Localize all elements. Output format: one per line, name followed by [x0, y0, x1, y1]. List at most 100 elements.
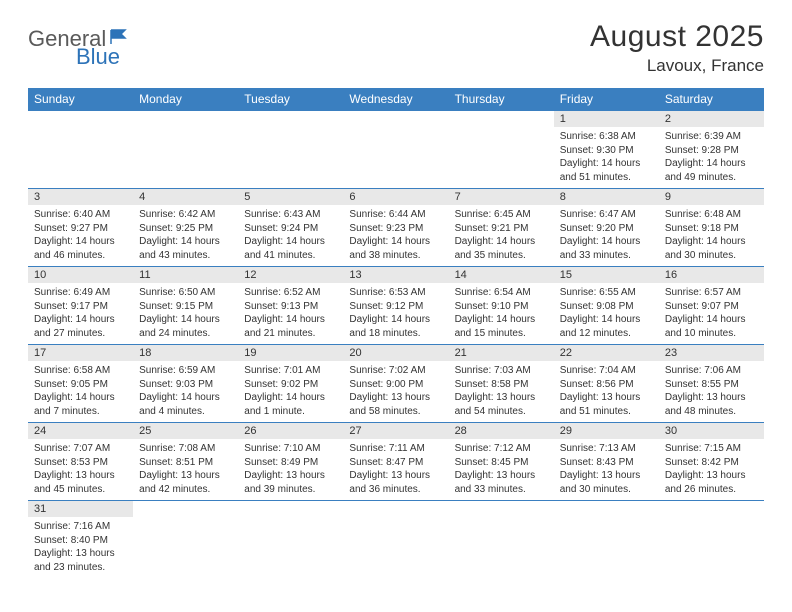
day-content-cell: Sunrise: 7:11 AMSunset: 8:47 PMDaylight:…: [343, 439, 448, 501]
day-content-cell: Sunrise: 6:57 AMSunset: 9:07 PMDaylight:…: [659, 283, 764, 345]
day-content-cell: Sunrise: 6:52 AMSunset: 9:13 PMDaylight:…: [238, 283, 343, 345]
daylight-text: Daylight: 14 hours and 46 minutes.: [34, 235, 127, 262]
sunrise-text: Sunrise: 6:55 AM: [560, 286, 653, 300]
day-content-row: Sunrise: 6:49 AMSunset: 9:17 PMDaylight:…: [28, 283, 764, 345]
day-content-cell: [659, 517, 764, 578]
calendar-table: SundayMondayTuesdayWednesdayThursdayFrid…: [28, 88, 764, 578]
sunset-text: Sunset: 9:02 PM: [244, 378, 337, 392]
day-number-cell: [659, 501, 764, 518]
daylight-text: Daylight: 14 hours and 7 minutes.: [34, 391, 127, 418]
sunrise-text: Sunrise: 6:54 AM: [455, 286, 548, 300]
day-content-cell: Sunrise: 7:01 AMSunset: 9:02 PMDaylight:…: [238, 361, 343, 423]
weekday-header: Saturday: [659, 88, 764, 111]
sunrise-text: Sunrise: 7:11 AM: [349, 442, 442, 456]
sunrise-text: Sunrise: 6:50 AM: [139, 286, 232, 300]
sunset-text: Sunset: 8:43 PM: [560, 456, 653, 470]
day-content-cell: Sunrise: 6:54 AMSunset: 9:10 PMDaylight:…: [449, 283, 554, 345]
daylight-text: Daylight: 13 hours and 23 minutes.: [34, 547, 127, 574]
sunrise-text: Sunrise: 6:40 AM: [34, 208, 127, 222]
day-content-cell: Sunrise: 6:47 AMSunset: 9:20 PMDaylight:…: [554, 205, 659, 267]
sunset-text: Sunset: 8:55 PM: [665, 378, 758, 392]
sunrise-text: Sunrise: 6:43 AM: [244, 208, 337, 222]
sunrise-text: Sunrise: 7:12 AM: [455, 442, 548, 456]
sunset-text: Sunset: 9:18 PM: [665, 222, 758, 236]
sunset-text: Sunset: 9:08 PM: [560, 300, 653, 314]
day-number-cell: 26: [238, 423, 343, 440]
sunset-text: Sunset: 8:53 PM: [34, 456, 127, 470]
day-content-cell: Sunrise: 7:03 AMSunset: 8:58 PMDaylight:…: [449, 361, 554, 423]
day-number-cell: [133, 501, 238, 518]
day-number-cell: 5: [238, 189, 343, 206]
sunset-text: Sunset: 9:15 PM: [139, 300, 232, 314]
day-content-cell: Sunrise: 6:43 AMSunset: 9:24 PMDaylight:…: [238, 205, 343, 267]
day-number-cell: [238, 111, 343, 128]
day-number-cell: [238, 501, 343, 518]
sunrise-text: Sunrise: 7:01 AM: [244, 364, 337, 378]
daylight-text: Daylight: 14 hours and 21 minutes.: [244, 313, 337, 340]
day-content-cell: [449, 127, 554, 189]
weekday-header: Friday: [554, 88, 659, 111]
day-number-cell: 1: [554, 111, 659, 128]
sunset-text: Sunset: 9:25 PM: [139, 222, 232, 236]
daylight-text: Daylight: 14 hours and 1 minute.: [244, 391, 337, 418]
sunset-text: Sunset: 9:30 PM: [560, 144, 653, 158]
sunrise-text: Sunrise: 7:13 AM: [560, 442, 653, 456]
day-content-cell: [343, 517, 448, 578]
day-number-row: 10111213141516: [28, 267, 764, 284]
sunrise-text: Sunrise: 7:02 AM: [349, 364, 442, 378]
day-content-cell: Sunrise: 7:06 AMSunset: 8:55 PMDaylight:…: [659, 361, 764, 423]
sunrise-text: Sunrise: 7:03 AM: [455, 364, 548, 378]
day-content-cell: Sunrise: 6:45 AMSunset: 9:21 PMDaylight:…: [449, 205, 554, 267]
day-number-row: 17181920212223: [28, 345, 764, 362]
sunset-text: Sunset: 8:45 PM: [455, 456, 548, 470]
day-number-cell: [554, 501, 659, 518]
sunrise-text: Sunrise: 6:57 AM: [665, 286, 758, 300]
day-number-cell: [343, 501, 448, 518]
day-number-cell: [343, 111, 448, 128]
sunrise-text: Sunrise: 6:59 AM: [139, 364, 232, 378]
weekday-header: Sunday: [28, 88, 133, 111]
day-number-cell: 31: [28, 501, 133, 518]
day-content-cell: Sunrise: 6:49 AMSunset: 9:17 PMDaylight:…: [28, 283, 133, 345]
sunset-text: Sunset: 9:13 PM: [244, 300, 337, 314]
weekday-header: Monday: [133, 88, 238, 111]
day-content-cell: Sunrise: 6:53 AMSunset: 9:12 PMDaylight:…: [343, 283, 448, 345]
sunset-text: Sunset: 9:17 PM: [34, 300, 127, 314]
day-content-cell: Sunrise: 7:12 AMSunset: 8:45 PMDaylight:…: [449, 439, 554, 501]
sunset-text: Sunset: 8:51 PM: [139, 456, 232, 470]
weekday-header-row: SundayMondayTuesdayWednesdayThursdayFrid…: [28, 88, 764, 111]
day-number-row: 24252627282930: [28, 423, 764, 440]
sunrise-text: Sunrise: 7:08 AM: [139, 442, 232, 456]
day-number-cell: 22: [554, 345, 659, 362]
sunset-text: Sunset: 8:42 PM: [665, 456, 758, 470]
sunrise-text: Sunrise: 6:52 AM: [244, 286, 337, 300]
daylight-text: Daylight: 14 hours and 10 minutes.: [665, 313, 758, 340]
day-content-row: Sunrise: 6:58 AMSunset: 9:05 PMDaylight:…: [28, 361, 764, 423]
daylight-text: Daylight: 14 hours and 15 minutes.: [455, 313, 548, 340]
weekday-header: Wednesday: [343, 88, 448, 111]
day-content-cell: [449, 517, 554, 578]
sunrise-text: Sunrise: 6:38 AM: [560, 130, 653, 144]
sunrise-text: Sunrise: 6:48 AM: [665, 208, 758, 222]
sunset-text: Sunset: 8:56 PM: [560, 378, 653, 392]
day-content-cell: Sunrise: 6:55 AMSunset: 9:08 PMDaylight:…: [554, 283, 659, 345]
sunset-text: Sunset: 9:28 PM: [665, 144, 758, 158]
daylight-text: Daylight: 14 hours and 4 minutes.: [139, 391, 232, 418]
day-content-cell: Sunrise: 6:39 AMSunset: 9:28 PMDaylight:…: [659, 127, 764, 189]
day-content-cell: Sunrise: 7:04 AMSunset: 8:56 PMDaylight:…: [554, 361, 659, 423]
daylight-text: Daylight: 14 hours and 49 minutes.: [665, 157, 758, 184]
day-number-cell: 19: [238, 345, 343, 362]
sunrise-text: Sunrise: 6:42 AM: [139, 208, 232, 222]
sunrise-text: Sunrise: 6:44 AM: [349, 208, 442, 222]
day-number-cell: 17: [28, 345, 133, 362]
daylight-text: Daylight: 13 hours and 48 minutes.: [665, 391, 758, 418]
sunset-text: Sunset: 9:03 PM: [139, 378, 232, 392]
day-number-cell: 3: [28, 189, 133, 206]
day-number-cell: 21: [449, 345, 554, 362]
day-content-row: Sunrise: 7:07 AMSunset: 8:53 PMDaylight:…: [28, 439, 764, 501]
sunset-text: Sunset: 9:23 PM: [349, 222, 442, 236]
sunset-text: Sunset: 9:24 PM: [244, 222, 337, 236]
sunrise-text: Sunrise: 6:39 AM: [665, 130, 758, 144]
sunrise-text: Sunrise: 7:16 AM: [34, 520, 127, 534]
day-content-cell: Sunrise: 7:02 AMSunset: 9:00 PMDaylight:…: [343, 361, 448, 423]
